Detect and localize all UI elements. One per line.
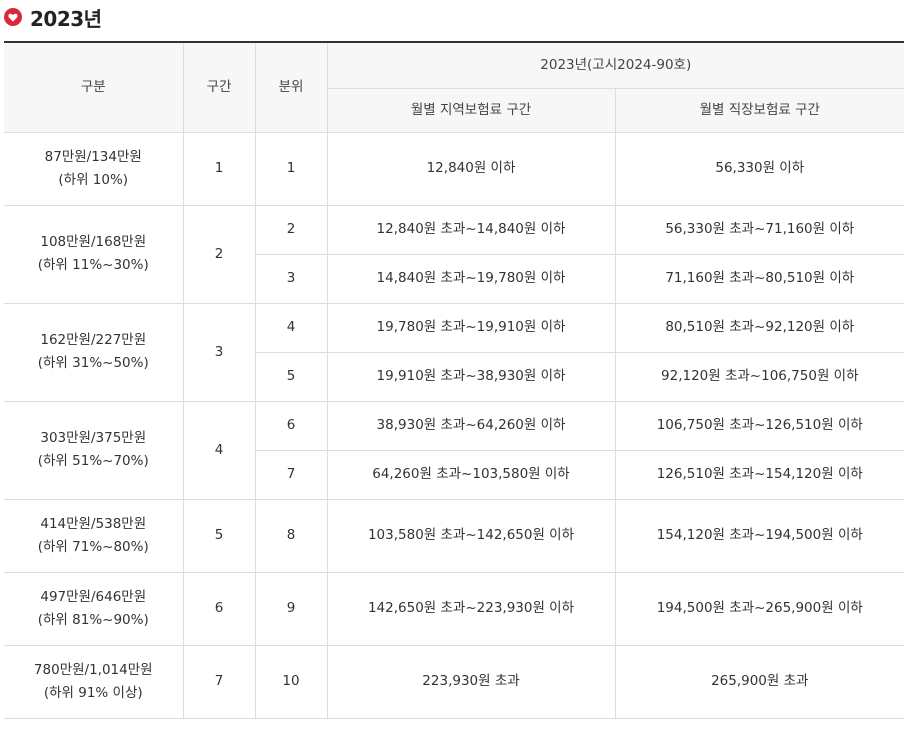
workplace-premium-cell: 126,510원 초과~154,120원 이하 — [615, 450, 905, 500]
workplace-premium-cell: 56,330원 이하 — [615, 132, 905, 206]
income-label: 414만원/538만원 — [40, 515, 147, 532]
income-label: 497만원/646만원 — [40, 588, 147, 605]
decile-cell: 6 — [255, 401, 328, 451]
table-row: 108만원/168만원 (하위 11%~30%) 2 2 12,840원 초과~1… — [4, 205, 905, 304]
workplace-premium-cell: 194,500원 초과~265,900원 이하 — [615, 572, 905, 646]
header-notice: 2023년(고시2024-90호) — [327, 41, 905, 89]
income-cell: 414만원/538만원 (하위 71%~80%) — [4, 499, 184, 573]
header-section: 구간 — [183, 41, 256, 133]
decile-cell: 10 — [255, 645, 328, 719]
section-cell: 2 — [183, 205, 256, 304]
table-row: 414만원/538만원 (하위 71%~80%) 5 8 103,580원 초과~… — [4, 499, 905, 573]
header-regional: 월별 지역보험료 구간 — [327, 88, 616, 133]
decile-cell: 4 — [255, 303, 328, 353]
regional-premium-cell: 103,580원 초과~142,650원 이하 — [327, 499, 616, 573]
decile-cell: 7 — [255, 450, 328, 500]
table-row: 303만원/375만원 (하위 51%~70%) 4 6 38,930원 초과~6… — [4, 401, 905, 500]
header-workplace: 월별 직장보험료 구간 — [615, 88, 905, 133]
header-group: 구분 — [4, 41, 184, 133]
income-cell: 497만원/646만원 (하위 81%~90%) — [4, 572, 184, 646]
header-decile: 분위 — [255, 41, 328, 133]
income-cell: 303만원/375만원 (하위 51%~70%) — [4, 401, 184, 500]
section-cell: 6 — [183, 572, 256, 646]
section-heading: 2023년 — [4, 4, 102, 31]
workplace-premium-cell: 71,160원 초과~80,510원 이하 — [615, 254, 905, 304]
table-row: 7 64,260원 초과~103,580원 이하 126,510원 초과~154… — [4, 450, 905, 500]
workplace-premium-cell: 92,120원 초과~106,750원 이하 — [615, 352, 905, 402]
income-cell: 87만원/134만원 (하위 10%) — [4, 132, 184, 206]
income-label: 162만원/227만원 — [40, 332, 147, 348]
income-range: (하위 31%~50%) — [37, 355, 149, 371]
table-header: 구분 구간 분위 2023년(고시2024-90호) 월별 지역보험료 구간 월… — [4, 41, 905, 133]
section-cell: 3 — [183, 303, 256, 402]
workplace-premium-cell: 80,510원 초과~92,120원 이하 — [615, 303, 905, 353]
regional-premium-cell: 12,840원 이하 — [327, 132, 616, 206]
table-row: 3 14,840원 초과~19,780원 이하 71,160원 초과~80,51… — [4, 254, 905, 304]
table-row: 162만원/227만원 (하위 31%~50%) 3 4 19,780원 초과~1… — [4, 303, 905, 402]
income-label: 780만원/1,014만원 — [33, 661, 153, 678]
regional-premium-cell: 38,930원 초과~64,260원 이하 — [327, 401, 616, 451]
table-row: 87만원/134만원 (하위 10%) 1 1 12,840원 이하 56,330… — [4, 132, 905, 206]
regional-premium-cell: 64,260원 초과~103,580원 이하 — [327, 450, 616, 500]
income-range: (하위 71%~80%) — [37, 538, 149, 555]
income-range: (하위 91% 이상) — [43, 684, 143, 701]
section-cell: 1 — [183, 132, 256, 206]
table-row: 5 19,910원 초과~38,930원 이하 92,120원 초과~106,7… — [4, 352, 905, 402]
decile-cell: 3 — [255, 254, 328, 304]
decile-cell: 9 — [255, 572, 328, 646]
income-range: (하위 81%~90%) — [37, 611, 149, 628]
income-range: (하위 11%~30%) — [37, 257, 149, 273]
income-cell: 780만원/1,014만원 (하위 91% 이상) — [4, 645, 184, 719]
heart-icon — [4, 8, 22, 26]
section-cell: 5 — [183, 499, 256, 573]
heading-title: 2023년 — [30, 6, 102, 31]
income-label: 108만원/168만원 — [40, 234, 147, 250]
regional-premium-cell: 142,650원 초과~223,930원 이하 — [327, 572, 616, 646]
income-range: (하위 10%) — [58, 171, 129, 188]
income-range: (하위 51%~70%) — [37, 453, 149, 469]
regional-premium-cell: 12,840원 초과~14,840원 이하 — [327, 205, 616, 255]
regional-premium-cell: 14,840원 초과~19,780원 이하 — [327, 254, 616, 304]
workplace-premium-cell: 56,330원 초과~71,160원 이하 — [615, 205, 905, 255]
income-cell: 162만원/227만원 (하위 31%~50%) — [4, 303, 184, 402]
income-label: 303만원/375만원 — [40, 430, 147, 446]
income-label: 87만원/134만원 — [44, 148, 142, 165]
decile-cell: 5 — [255, 352, 328, 402]
income-cell: 108만원/168만원 (하위 11%~30%) — [4, 205, 184, 304]
workplace-premium-cell: 154,120원 초과~194,500원 이하 — [615, 499, 905, 573]
decile-cell: 1 — [255, 132, 328, 206]
regional-premium-cell: 19,910원 초과~38,930원 이하 — [327, 352, 616, 402]
regional-premium-cell: 19,780원 초과~19,910원 이하 — [327, 303, 616, 353]
premium-table: 구분 구간 분위 2023년(고시2024-90호) 월별 지역보험료 구간 월… — [4, 41, 905, 719]
workplace-premium-cell: 106,750원 초과~126,510원 이하 — [615, 401, 905, 451]
workplace-premium-cell: 265,900원 초과 — [615, 645, 905, 719]
decile-cell: 8 — [255, 499, 328, 573]
section-cell: 4 — [183, 401, 256, 500]
regional-premium-cell: 223,930원 초과 — [327, 645, 616, 719]
section-cell: 7 — [183, 645, 256, 719]
table-row: 497만원/646만원 (하위 81%~90%) 6 9 142,650원 초과~… — [4, 572, 905, 646]
decile-cell: 2 — [255, 205, 328, 255]
table-row: 780만원/1,014만원 (하위 91% 이상) 7 10 223,930원 초… — [4, 645, 905, 719]
table-body: 87만원/134만원 (하위 10%) 1 1 12,840원 이하 56,330… — [4, 132, 905, 719]
